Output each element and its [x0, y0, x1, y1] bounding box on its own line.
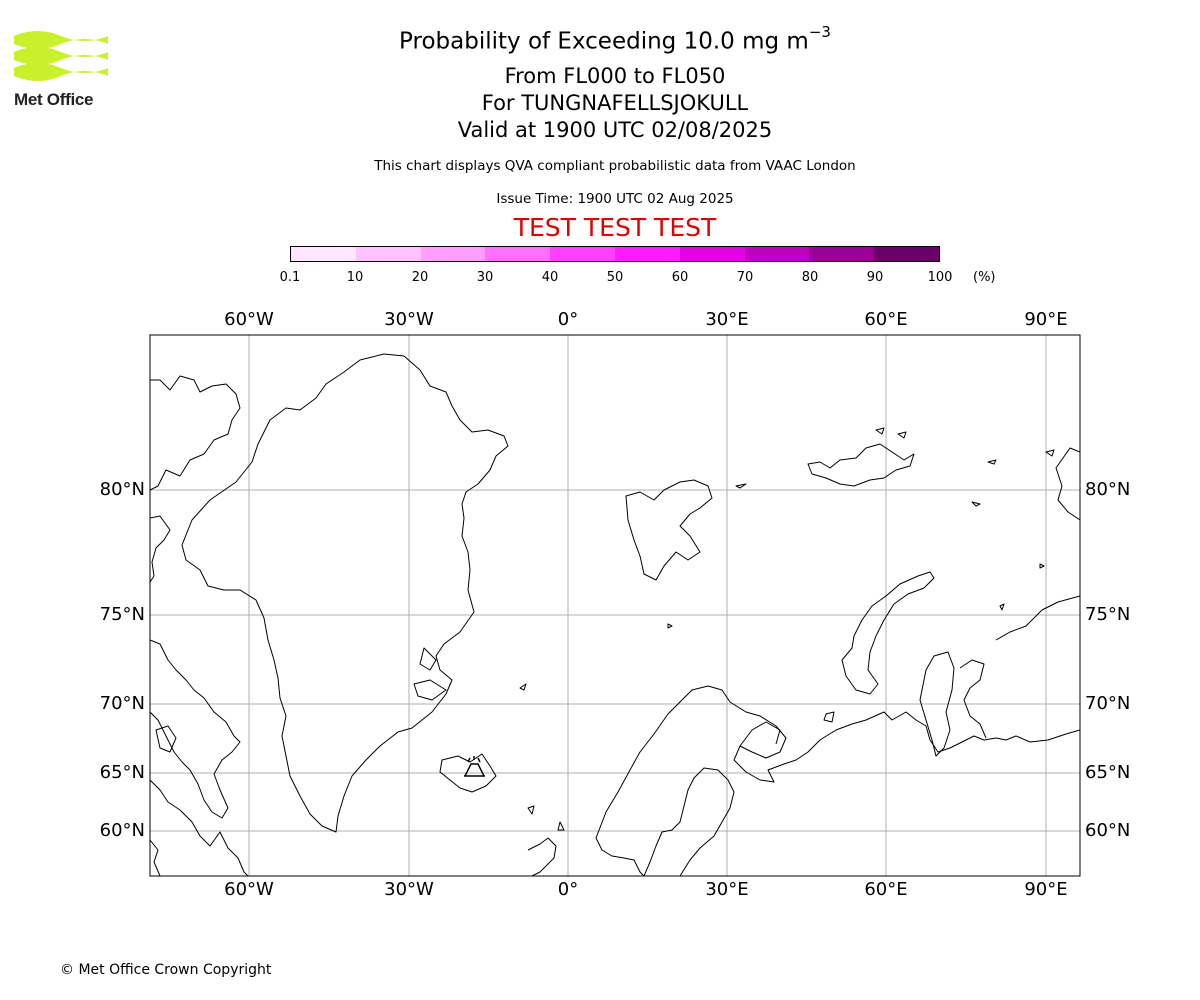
coastline-shetland — [557, 821, 565, 831]
colorbar-unit: (%) — [973, 270, 996, 285]
coastline-greenland — [181, 353, 509, 833]
coastline-white-sea — [739, 721, 781, 747]
colorbar-segment-1 — [355, 247, 421, 261]
qva-note: This chart displays QVA compliant probab… — [374, 158, 856, 174]
latitude-label-left: 80°N — [100, 479, 145, 500]
colorbar-tick-label: 10 — [346, 270, 364, 285]
colorbar-segment-6 — [679, 247, 745, 261]
graticule — [150, 335, 1080, 876]
volcano-symbol — [464, 756, 485, 777]
valid-time: Valid at 1900 UTC 02/08/2025 — [457, 118, 773, 142]
longitude-label-bottom: 60°E — [864, 879, 907, 900]
colorbar-tick-label: 90 — [866, 270, 884, 285]
coastline-norway-south — [595, 837, 645, 876]
colorbar-segment-8 — [809, 247, 875, 261]
colorbar-tick-label: 0.1 — [279, 270, 301, 285]
met-office-waves-icon — [14, 31, 108, 81]
chart-subtitle: From FL000 to FL050 For TUNGNAFELLSJOKUL… — [15, 63, 1200, 144]
colorbar-segment-7 — [744, 247, 810, 261]
colorbar-tick-label: 80 — [801, 270, 819, 285]
logo-text: Met Office — [14, 90, 94, 109]
colorbar-tick-label: 70 — [736, 270, 754, 285]
coastline-greenland-fjord-east — [419, 647, 437, 671]
colorbar-segment-2 — [420, 247, 486, 261]
met-office-logo: Met Office — [14, 30, 108, 112]
latitude-label-right: 80°N — [1085, 479, 1130, 500]
latitude-label-left: 65°N — [100, 762, 145, 783]
longitude-label-bottom: 30°W — [384, 879, 434, 900]
coastline-scotland — [527, 837, 557, 876]
colorbar-tick-label: 30 — [476, 270, 494, 285]
flight-level-range: From FL000 to FL050 — [504, 64, 726, 88]
latitude-label-left: 75°N — [100, 604, 145, 625]
latitude-label-right: 75°N — [1085, 604, 1130, 625]
coastlines — [150, 353, 1080, 876]
latitude-label-right: 60°N — [1085, 820, 1130, 841]
longitude-label-bottom: 60°W — [224, 879, 274, 900]
coastline-scandinavia — [595, 685, 1080, 839]
coastline-jan-mayen — [519, 683, 527, 691]
probability-colorbar — [290, 246, 940, 262]
latitude-label-left: 60°N — [100, 820, 145, 841]
longitude-label-bottom: 30°E — [705, 879, 748, 900]
colorbar-tick-label: 40 — [541, 270, 559, 285]
coastline-islands-kara — [971, 459, 1045, 611]
coastline-yamal — [919, 651, 955, 757]
coastline-baffin-north — [150, 515, 171, 583]
coastline-gydan — [959, 659, 987, 739]
copyright-notice: © Met Office Crown Copyright — [60, 962, 272, 978]
longitude-label-top: 0° — [558, 309, 578, 330]
coastline-franz-josef — [807, 443, 915, 487]
latitude-label-left: 70°N — [100, 693, 145, 714]
coastline-faroes — [527, 805, 535, 815]
coastline-kvitoya — [735, 483, 747, 489]
colorbar-tick-label: 100 — [927, 270, 953, 285]
longitude-label-top: 30°W — [384, 309, 434, 330]
coastline-baffin-island — [150, 639, 241, 819]
volcano-location: For TUNGNAFELLSJOKULL — [481, 91, 749, 115]
colorbar-segment-3 — [485, 247, 551, 261]
coastline-kolguyev — [823, 711, 835, 723]
colorbar-tick-label: 50 — [606, 270, 624, 285]
coastline-novaya-zemlya — [841, 571, 935, 695]
coastline-greenland-fjord-2 — [413, 679, 447, 701]
issue-time: Issue Time: 1900 UTC 02 Aug 2025 — [496, 191, 734, 207]
map-frame — [149, 334, 1081, 877]
longitude-label-top: 60°W — [224, 309, 274, 330]
colorbar-tick-label: 60 — [671, 270, 689, 285]
longitude-label-top: 90°E — [1024, 309, 1067, 330]
colorbar-segment-5 — [614, 247, 680, 261]
coastline-hudson — [150, 839, 161, 876]
coastline-labrador — [150, 779, 249, 876]
coastline-bear-island — [667, 623, 673, 629]
coastline-taymyr — [995, 595, 1080, 641]
test-banner: TEST TEST TEST — [513, 213, 717, 242]
longitude-label-top: 60°E — [864, 309, 907, 330]
longitude-label-top: 30°E — [705, 309, 748, 330]
map-frame-bg — [150, 335, 1080, 876]
coastline-svalbard — [625, 479, 713, 581]
longitude-label-bottom: 0° — [558, 879, 578, 900]
coastline-severnaya — [1045, 447, 1080, 521]
coastline-baltic — [643, 767, 735, 876]
latitude-label-right: 70°N — [1085, 693, 1130, 714]
coastline-ungava — [155, 725, 177, 753]
coastline-fjl-north — [875, 427, 907, 439]
colorbar-segment-4 — [550, 247, 615, 261]
latitude-label-right: 65°N — [1085, 762, 1130, 783]
colorbar-tick-label: 20 — [411, 270, 429, 285]
longitude-label-bottom: 90°E — [1024, 879, 1067, 900]
colorbar-segment-9 — [874, 247, 939, 261]
coastline-ellesmere — [150, 375, 241, 491]
chart-title: Probability of Exceeding 10.0 mg m−3 — [399, 23, 831, 55]
colorbar-segment-0 — [291, 247, 356, 261]
